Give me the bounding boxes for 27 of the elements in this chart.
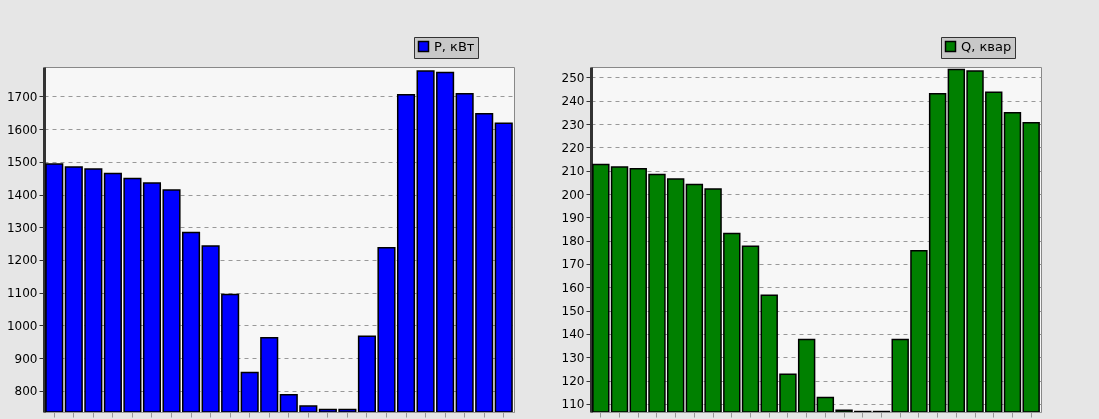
y-tick-label: 250 (561, 70, 585, 85)
y-tick-label: 120 (561, 374, 585, 389)
y-tick-label: 130 (561, 350, 585, 365)
y-tick-label: 240 (561, 94, 585, 109)
y-tick-label: 1300 (6, 220, 38, 235)
y-tick-label: 140 (561, 327, 585, 342)
y-tick-label: 110 (561, 397, 585, 412)
y-tick-label: 210 (561, 164, 585, 179)
y-tick-label: 170 (561, 257, 585, 272)
y-tick-label: 1100 (6, 286, 38, 301)
y-tick-label: 800 (14, 384, 38, 399)
legend-label: Q, квар (961, 38, 1012, 54)
y-tick-label: 1600 (6, 122, 38, 137)
y-tick-label: 1400 (6, 188, 38, 203)
y-tick-label: 150 (561, 304, 585, 319)
y-tick-label: 200 (561, 187, 585, 202)
y-tick-label: 180 (561, 234, 585, 249)
y-tick-label: 220 (561, 140, 585, 155)
legend-label: P, кВт (434, 38, 475, 54)
y-tick-label: 1700 (6, 89, 38, 104)
y-tick-label: 230 (561, 117, 585, 132)
y-tick-label: 900 (14, 351, 38, 366)
y-tick-label: 1500 (6, 155, 38, 170)
y-tick-label: 190 (561, 210, 585, 225)
y-tick-label: 1200 (6, 253, 38, 268)
y-tick-label: 1000 (6, 318, 38, 333)
y-tick-label: 160 (561, 280, 585, 295)
